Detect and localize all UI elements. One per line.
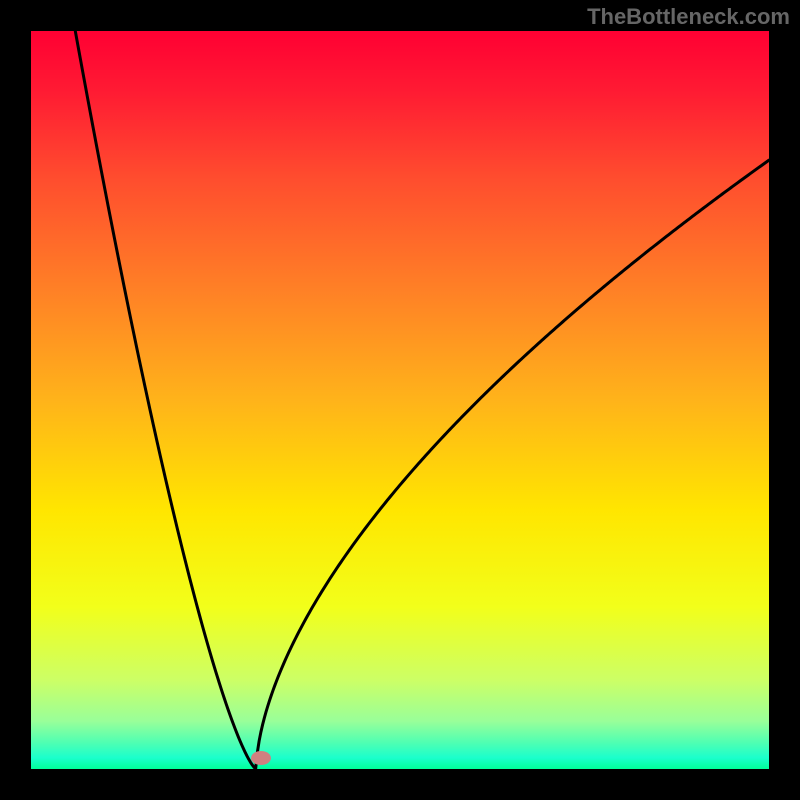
plot-area (31, 31, 769, 769)
chart-container: TheBottleneck.com (0, 0, 800, 800)
bottleneck-curve (31, 31, 769, 769)
minimum-marker (251, 751, 271, 765)
watermark-text: TheBottleneck.com (587, 4, 790, 30)
